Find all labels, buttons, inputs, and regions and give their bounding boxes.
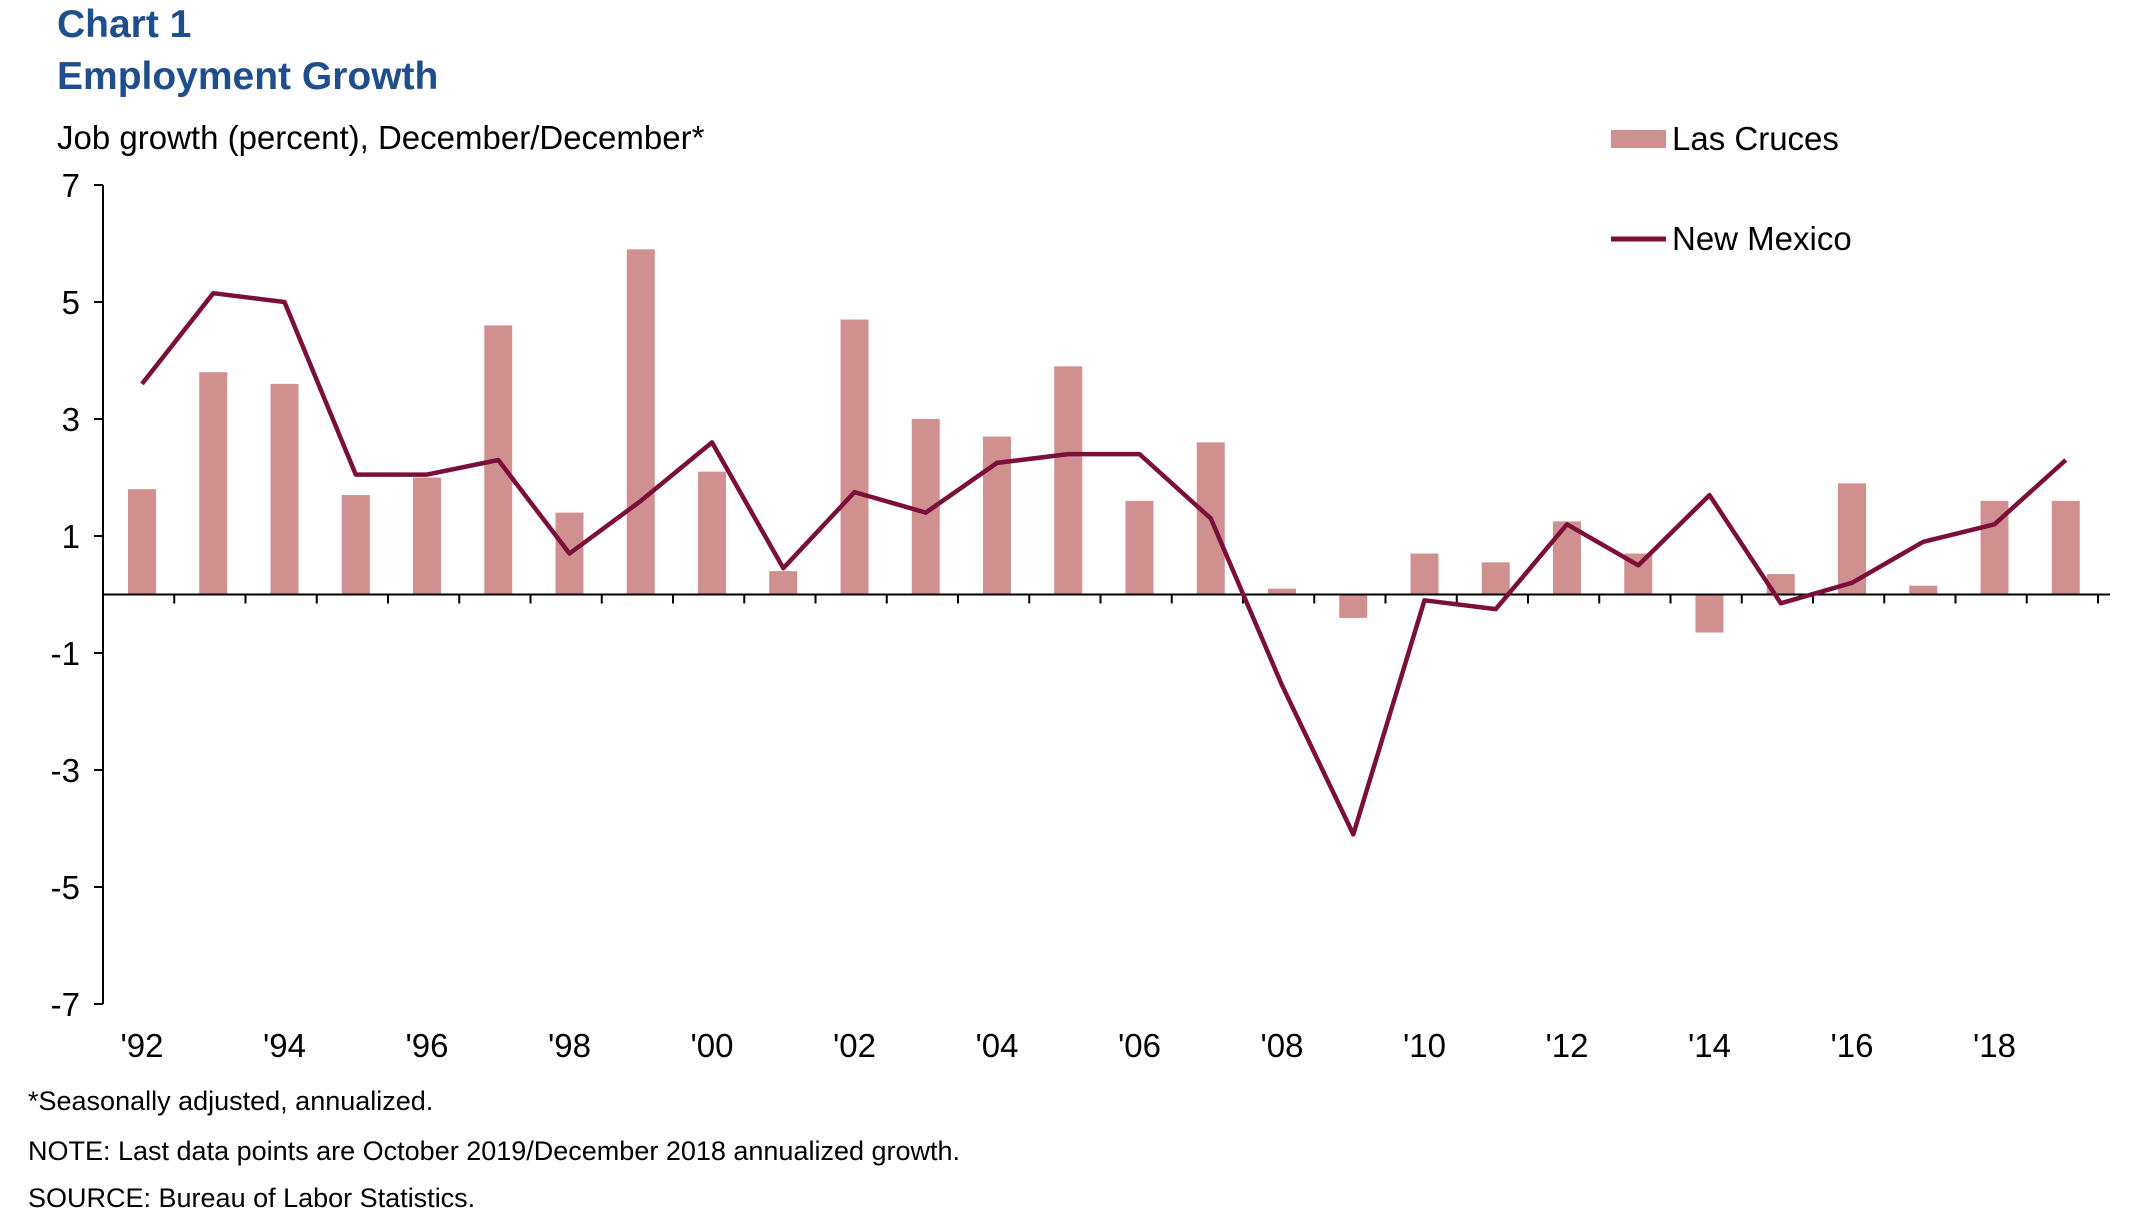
x-tick-label: '12 <box>1545 1027 1588 1064</box>
bar-las-cruces-1993 <box>199 372 228 595</box>
footnote-source: SOURCE: Bureau of Labor Statistics. <box>28 1183 475 1213</box>
x-tick-label: '92 <box>120 1027 163 1064</box>
bar-las-cruces-2008 <box>1268 588 1296 595</box>
bar-las-cruces-1994 <box>270 383 299 595</box>
footnote-seasonal: *Seasonally adjusted, annualized. <box>28 1086 433 1116</box>
bar-las-cruces-2010 <box>1410 553 1439 595</box>
x-tick-label: '14 <box>1688 1027 1731 1064</box>
x-tick-label: '98 <box>548 1027 591 1064</box>
y-tick-label: 5 <box>62 284 80 321</box>
bar-series-las-cruces <box>128 249 2080 633</box>
bar-las-cruces-2009 <box>1339 594 1368 618</box>
bar-las-cruces-2000 <box>698 471 726 595</box>
bar-las-cruces-2002 <box>840 319 869 595</box>
legend: Las Cruces New Mexico <box>1611 120 1852 257</box>
x-tick-label: '10 <box>1403 1027 1446 1064</box>
x-tick-label: '08 <box>1260 1027 1303 1064</box>
x-tick-label: '00 <box>690 1027 733 1064</box>
bar-las-cruces-1999 <box>626 249 655 595</box>
line-series-new-mexico <box>140 290 2068 837</box>
bar-las-cruces-1996 <box>413 477 441 595</box>
line-new-mexico <box>140 290 2068 837</box>
chart-title: Chart 1 <box>57 3 191 46</box>
bar-las-cruces-1995 <box>341 495 370 595</box>
x-tick-label: '18 <box>1973 1027 2016 1064</box>
x-tick-label: '16 <box>1830 1027 1873 1064</box>
chart-subtitle: Employment Growth <box>57 55 438 98</box>
x-tick-label: '04 <box>975 1027 1018 1064</box>
x-tick-label: '06 <box>1118 1027 1161 1064</box>
legend-swatch-las-cruces <box>1611 130 1666 148</box>
y-tick-label: 7 <box>62 167 80 204</box>
bar-las-cruces-2011 <box>1481 562 1510 595</box>
legend-label-new-mexico: New Mexico <box>1672 220 1852 257</box>
y-tick-label: -1 <box>51 635 80 672</box>
x-tick-label: '02 <box>833 1027 876 1064</box>
y-axis-label: Job growth (percent), December/December* <box>57 119 705 156</box>
x-tick-label: '96 <box>405 1027 448 1064</box>
y-tick-label: -3 <box>51 752 80 789</box>
bar-las-cruces-2019 <box>2051 500 2080 595</box>
y-axis: 7 5 3 1 -1 -3 -5 -7 <box>51 167 104 1023</box>
x-tick-label: '94 <box>263 1027 306 1064</box>
y-tick-label: 1 <box>62 518 80 555</box>
y-tick-label: -7 <box>51 986 80 1023</box>
bar-las-cruces-2014 <box>1695 594 1724 633</box>
legend-label-las-cruces: Las Cruces <box>1672 120 1839 157</box>
bar-las-cruces-2006 <box>1125 500 1154 595</box>
footnote-note: NOTE: Last data points are October 2019/… <box>28 1136 960 1166</box>
y-tick-label: -5 <box>51 869 80 906</box>
bar-las-cruces-2017 <box>1909 585 1938 595</box>
bar-las-cruces-2001 <box>769 571 798 595</box>
bar-las-cruces-2005 <box>1054 366 1083 595</box>
y-tick-label: 3 <box>62 401 80 438</box>
bar-las-cruces-1992 <box>128 489 156 595</box>
x-axis: '92 '94 '96 '98 '00 '02 '04 '06 '08 '10 '12 '14 '16 '… <box>102 593 2110 1064</box>
